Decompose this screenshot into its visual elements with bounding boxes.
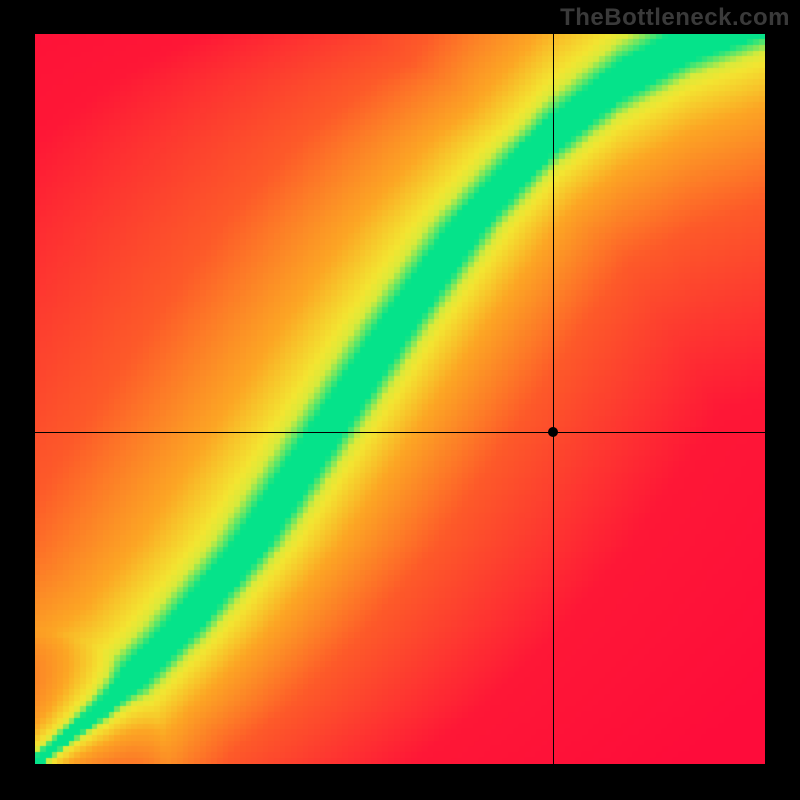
heatmap-container (35, 34, 765, 764)
attribution-text: TheBottleneck.com (0, 0, 800, 34)
bottleneck-heatmap (35, 34, 765, 764)
